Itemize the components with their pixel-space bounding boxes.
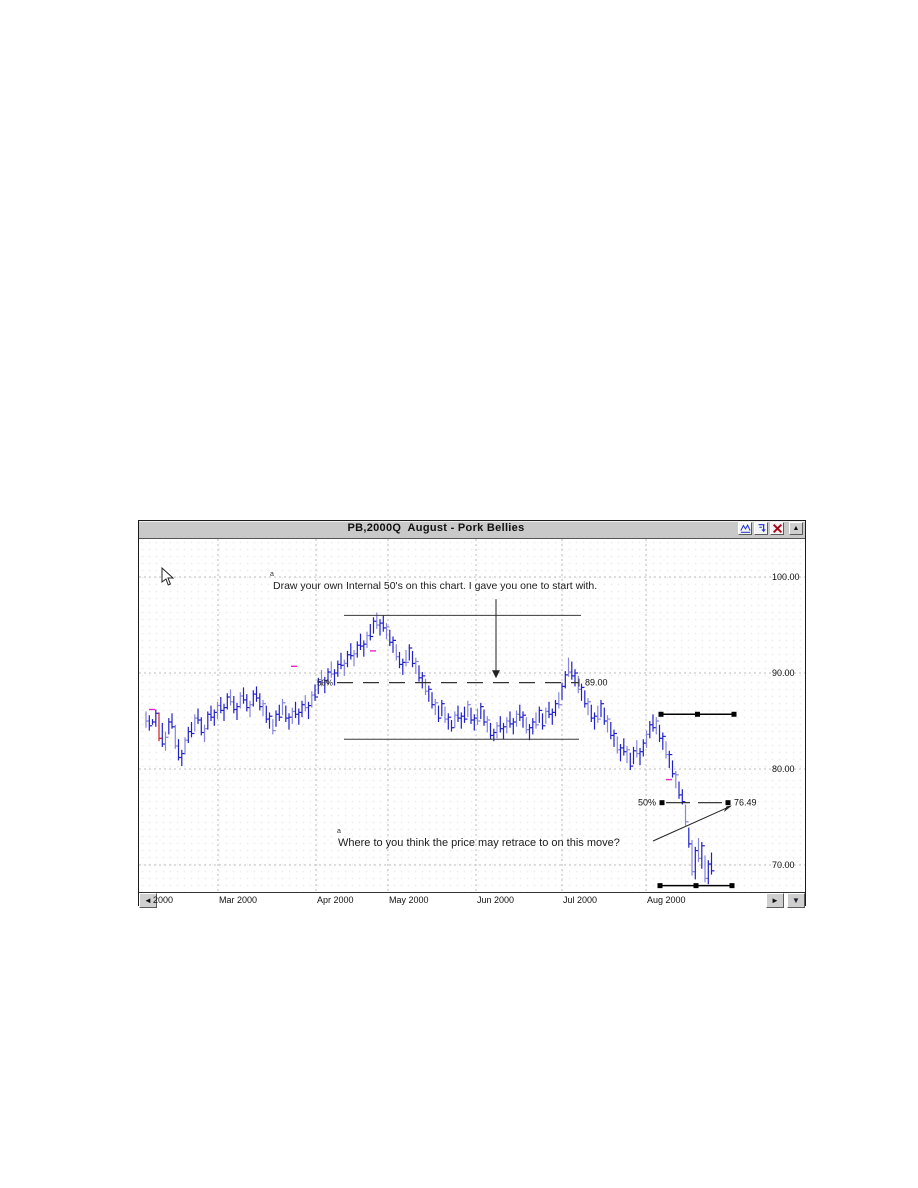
x-axis-label: Jun 2000 (477, 895, 515, 905)
chart-window: PB,2000Q August - Pork Bellies (138, 520, 806, 908)
page-arrow-glyph (758, 524, 766, 533)
x-axis-label: Jul 2000 (563, 895, 598, 905)
selection-handle[interactable] (659, 800, 665, 806)
price-level-label: 89.00 (585, 678, 608, 688)
question-text[interactable]: Where to you think the price may retrace… (338, 837, 620, 849)
selection-handle[interactable] (695, 711, 700, 717)
y-axis-label: 100.00 (772, 572, 800, 582)
instruction-text[interactable]: Draw your own Internal 50's on this char… (273, 580, 598, 592)
pointer-arrow[interactable] (652, 806, 730, 842)
line-chart-icon[interactable] (738, 522, 752, 535)
selection-handle[interactable] (729, 883, 735, 889)
selection-handle[interactable] (658, 711, 664, 717)
y-axis-label: 70.00 (772, 860, 795, 870)
selection-handle[interactable] (693, 883, 699, 889)
titlebar-buttons: ▲ (738, 522, 803, 535)
selection-handle[interactable] (731, 711, 737, 717)
selection-handle[interactable] (657, 883, 663, 889)
close-icon[interactable] (770, 522, 784, 535)
close-x-glyph (772, 523, 782, 534)
window-title: PB,2000Q August - Pork Bellies (347, 522, 525, 534)
price-plot: 100.00 90.00 80.00 70.00 50% 89.00 50% 76.49 (139, 539, 805, 892)
x-axis-label: Apr 2000 (317, 895, 354, 905)
y-axis-label: 90.00 (772, 668, 795, 678)
price-level-label: 76.49 (734, 798, 757, 808)
scroll-right-button[interactable]: ► (766, 893, 784, 908)
x-axis-label: Mar 2000 (219, 895, 258, 905)
fifty-percent-label: 50% (638, 798, 656, 808)
y-axis-label: 80.00 (772, 764, 795, 774)
scroll-down-button[interactable]: ▼ (787, 893, 805, 908)
scrollbar-row: ◄ 2000 Mar 2000 Apr 2000 May 2000 Jun 2000 Ju… (139, 892, 805, 908)
text-anchor[interactable]: a (337, 828, 341, 835)
window-titlebar[interactable]: PB,2000Q August - Pork Bellies (139, 521, 805, 539)
fifty-percent-label: 50% (317, 679, 333, 688)
page-arrow-icon[interactable] (754, 522, 768, 535)
scroll-left-button[interactable]: ◄ (139, 893, 157, 908)
arrowhead (492, 670, 500, 679)
x-axis-label: May 2000 (389, 895, 429, 905)
line-chart-glyph (739, 523, 751, 533)
arrowhead (723, 805, 732, 813)
x-axis-label: 2000 (153, 895, 174, 905)
text-anchor[interactable]: a (270, 571, 274, 578)
scroll-up-button[interactable]: ▲ (789, 522, 803, 535)
x-axis-label: Aug 2000 (647, 895, 686, 905)
chart-area[interactable]: 100.00 90.00 80.00 70.00 50% 89.00 50% 76.49 a … (139, 539, 805, 892)
selection-handle[interactable] (725, 800, 731, 806)
mouse-cursor (161, 567, 175, 586)
